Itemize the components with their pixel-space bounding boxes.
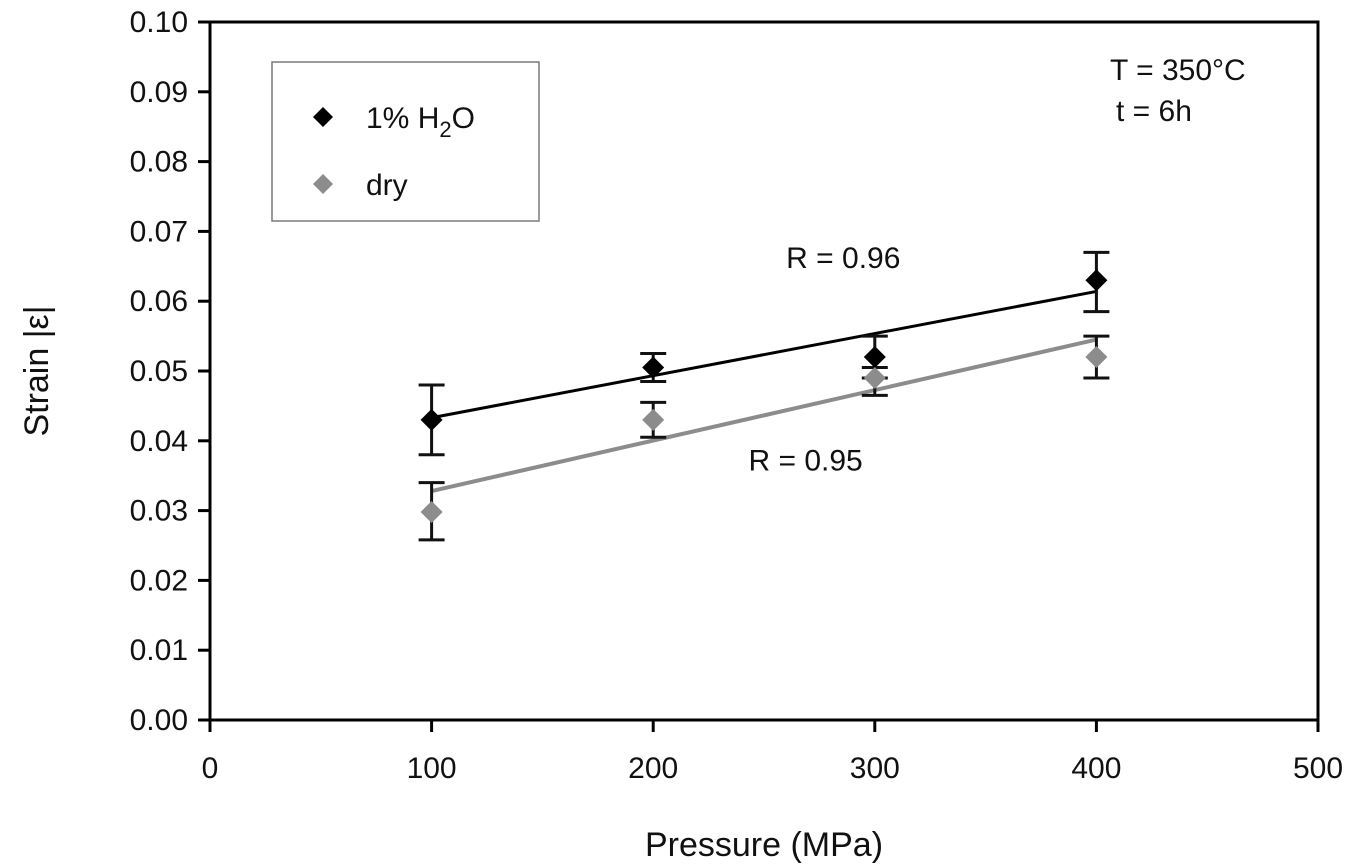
legend-label-dry: dry	[366, 169, 408, 202]
data-point-dry	[642, 408, 665, 431]
legend-marker-dry	[313, 174, 333, 194]
y-tick-label: 0.00	[130, 704, 188, 737]
data-point-h2o	[642, 356, 665, 379]
x-tick-label: 500	[1293, 752, 1343, 785]
y-tick-label: 0.03	[130, 495, 188, 528]
legend-label-main: 1% H	[366, 102, 439, 135]
fit-line-dry	[431, 337, 1097, 494]
y-tick-label: 0.04	[130, 425, 188, 458]
r-value-label: R = 0.95	[748, 444, 862, 477]
y-tick-label: 0.08	[130, 146, 188, 179]
y-axis-title: Strain |ε|	[18, 305, 56, 436]
x-tick-label: 100	[407, 752, 457, 785]
data-point-dry	[1085, 346, 1108, 369]
legend-label-subscript: 2	[439, 117, 451, 142]
legend-label-main: dry	[366, 169, 408, 202]
fit-line-h2o	[431, 289, 1097, 420]
data-point-h2o	[420, 408, 443, 431]
legend-label-h2o: 1% H2O	[366, 102, 475, 142]
trend-lines	[431, 289, 1097, 494]
legend-label-tail: O	[452, 102, 475, 135]
x-tick-label: 200	[628, 752, 678, 785]
y-tick-label: 0.09	[130, 76, 188, 109]
data-point-h2o	[1085, 269, 1108, 292]
x-tick-label: 400	[1071, 752, 1121, 785]
r-value-label: R = 0.96	[786, 242, 900, 275]
temperature-annotation: T = 350°C	[1110, 54, 1246, 87]
y-tick-label: 0.07	[130, 215, 188, 248]
x-tick-label: 0	[202, 752, 219, 785]
time-annotation: t = 6h	[1116, 95, 1192, 128]
axes: 0.00 0.01 0.02 0.03 0.04 0.05 0.06 0.07 0.08 0.09…	[18, 6, 1343, 864]
y-tick-label: 0.06	[130, 285, 188, 318]
legend-marker-h2o	[313, 107, 333, 127]
x-tick-label: 300	[850, 752, 900, 785]
chart-labels: R = 0.96 R = 0.95 T = 350°C t = 6h	[748, 54, 1245, 477]
data-point-h2o	[863, 346, 886, 369]
x-axis-title: Pressure (MPa)	[645, 826, 883, 864]
y-tick-label: 0.10	[130, 6, 188, 39]
data-point-dry	[863, 366, 886, 389]
data-point-dry	[420, 500, 443, 523]
y-tick-label: 0.02	[130, 564, 188, 597]
y-tick-label: 0.01	[130, 634, 188, 667]
y-tick-label: 0.05	[130, 355, 188, 388]
data-points	[420, 269, 1108, 523]
legend-box	[271, 61, 540, 222]
